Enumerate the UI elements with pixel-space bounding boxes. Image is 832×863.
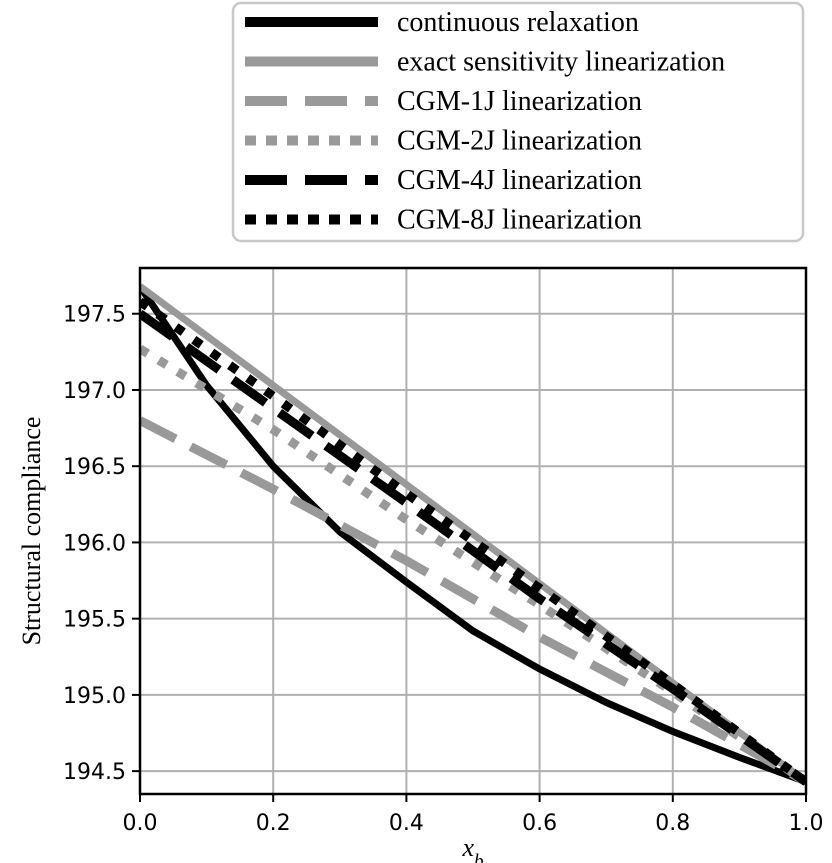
y-tick-label: 195.0 — [63, 684, 126, 709]
legend-label: CGM-1J linearization — [397, 86, 642, 117]
legend-label: CGM-4J linearization — [397, 165, 642, 196]
x-tick-label: 0.6 — [522, 811, 557, 836]
x-tick-label: 0.4 — [389, 811, 424, 836]
x-axis-title: xb — [461, 833, 483, 863]
y-tick-label: 197.0 — [63, 379, 126, 404]
x-tick-label: 0.0 — [123, 811, 158, 836]
y-tick-label: 195.5 — [63, 608, 126, 633]
y-tick-label: 194.5 — [63, 760, 126, 785]
y-tick-label: 196.0 — [63, 531, 126, 556]
y-axis-title: Structural compliance — [17, 417, 46, 646]
axis-ticks: 0.0 0.2 0.4 0.6 0.8 1.0 194.5 195.0 195.5 196.0 19… — [63, 303, 823, 836]
series-group — [140, 283, 806, 786]
legend-label: continuous relaxation — [397, 7, 639, 38]
y-tick-label: 197.5 — [63, 303, 126, 328]
legend: continuous relaxation exact sensitivity l… — [231, 1, 805, 243]
legend-label: CGM-2J linearization — [397, 126, 642, 157]
x-tick-label: 0.8 — [655, 811, 690, 836]
legend-label: CGM-8J linearization — [397, 205, 642, 236]
series-line-3 — [140, 344, 806, 786]
series-line-2 — [140, 416, 806, 786]
series-layer — [140, 283, 806, 786]
series-line-0 — [140, 284, 806, 786]
x-tick-label: 1.0 — [789, 811, 824, 836]
y-tick-label: 196.5 — [63, 455, 126, 480]
x-tick-label: 0.2 — [256, 811, 291, 836]
series-line-4 — [140, 310, 806, 786]
plot-frame — [138, 266, 808, 796]
legend-label: exact sensitivity linearization — [397, 47, 725, 78]
series-line-5 — [140, 297, 806, 786]
